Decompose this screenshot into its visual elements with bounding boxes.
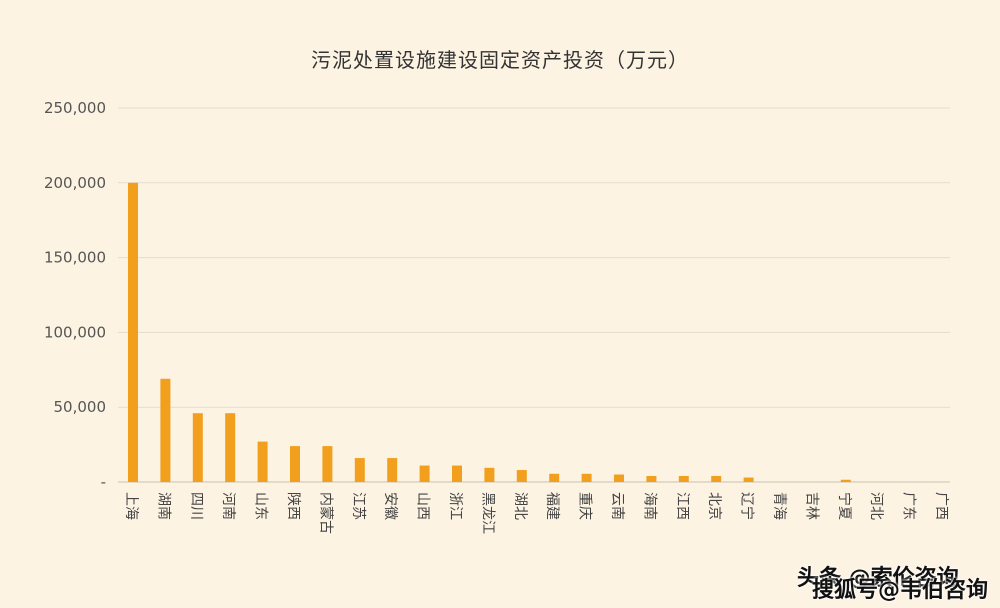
- x-tick-label: 安徽: [382, 492, 398, 520]
- x-tick-label: 上海: [123, 492, 139, 520]
- x-tick-label: 山西: [415, 492, 431, 520]
- bar: [516, 470, 527, 482]
- x-tick-label: 山东: [253, 492, 269, 520]
- x-tick-label: 湖北: [512, 492, 528, 520]
- x-tick-label: 重庆: [577, 492, 593, 520]
- x-tick-label: 宁夏: [836, 492, 853, 520]
- x-tick-label: 青海: [771, 492, 787, 520]
- y-tick-label: -: [101, 473, 106, 491]
- bar: [840, 479, 851, 482]
- bar: [225, 413, 236, 482]
- bar: [484, 467, 495, 482]
- bar: [678, 476, 689, 482]
- bar: [614, 474, 624, 482]
- y-tick-label: 250,000: [44, 99, 106, 117]
- watermark-toutiao: 头条 @索伦咨询: [797, 566, 959, 591]
- x-tick-label: 湖南: [155, 492, 171, 520]
- x-tick-label: 广西: [933, 492, 949, 520]
- bar: [646, 476, 657, 482]
- bar: [711, 476, 722, 482]
- bar: [354, 458, 365, 482]
- x-tick-label: 浙江: [447, 492, 463, 520]
- x-tick-label: 江苏: [350, 492, 366, 520]
- bar: [549, 473, 560, 482]
- y-tick-label: 150,000: [44, 249, 106, 267]
- chart-title: 污泥处置设施建设固定资产投资（万元）: [311, 48, 689, 72]
- bar: [192, 413, 203, 482]
- x-tick-label: 云南: [609, 492, 625, 520]
- x-tick-label: 河南: [220, 492, 236, 520]
- x-tick-label: 黑龙江: [479, 492, 495, 534]
- bar: [419, 465, 430, 482]
- bar: [128, 182, 138, 483]
- x-tick-label: 辽宁: [739, 492, 756, 520]
- x-tick-label: 北京: [706, 492, 722, 520]
- x-tick-label: 内蒙古: [317, 492, 333, 534]
- y-tick-label: 50,000: [54, 398, 107, 416]
- bar: [257, 441, 268, 482]
- x-tick-label: 吉林: [803, 492, 819, 520]
- x-tick-label: 福建: [544, 492, 560, 520]
- x-tick-label: 河北: [868, 492, 884, 520]
- y-tick-label: 100,000: [44, 323, 106, 341]
- y-tick-label: 200,000: [44, 174, 106, 192]
- bar: [452, 465, 462, 482]
- bar: [322, 446, 333, 482]
- x-tick-label: 陕西: [285, 492, 301, 520]
- x-tick-label: 广东: [901, 492, 917, 520]
- x-tick-label: 四川: [188, 492, 204, 520]
- watermark-sohu: 搜狐号@韦伯咨询: [812, 578, 989, 603]
- bar: [290, 446, 300, 482]
- x-tick-label: 海南: [641, 492, 657, 520]
- bar: [581, 473, 592, 482]
- bar: [743, 477, 754, 482]
- bar: [387, 458, 398, 482]
- bar: [160, 378, 171, 482]
- x-tick-label: 江西: [674, 492, 690, 520]
